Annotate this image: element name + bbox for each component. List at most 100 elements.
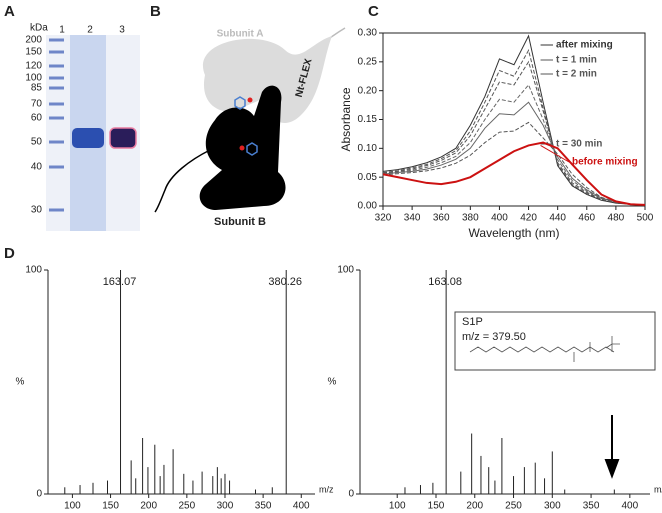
y-tick-label: 100 (25, 265, 42, 276)
lane-label: 1 (59, 25, 65, 36)
x-tick-label: 200 (140, 501, 157, 512)
y-tick-label: 0 (348, 489, 354, 500)
x-axis-label: m/z (319, 484, 334, 494)
x-tick-label: 420 (520, 213, 537, 224)
panel-label: B (150, 3, 161, 20)
y-tick-label: 0.25 (358, 56, 378, 67)
x-tick-label: 340 (404, 213, 421, 224)
x-tick-label: 150 (102, 501, 119, 512)
ladder-band (49, 116, 64, 120)
panel-labels: A B C D (4, 3, 379, 262)
marker-label: 70 (31, 99, 43, 110)
ladder-band (49, 140, 64, 144)
lane-label: 3 (119, 25, 125, 36)
lane-label: 2 (87, 25, 93, 36)
x-tick-label: 250 (178, 501, 195, 512)
y-tick-label: 0.20 (358, 85, 378, 96)
peak-label: 163.08 (428, 276, 462, 288)
y-tick-label: 0 (36, 489, 42, 500)
y-tick-label: 0.05 (358, 172, 378, 183)
spectrum-line (382, 34, 646, 206)
series-annotation: t = 2 min (556, 69, 597, 80)
x-tick-label: 350 (255, 501, 272, 512)
ladder-band (49, 64, 64, 68)
y-axis-label: % (16, 377, 25, 388)
marker-label: 120 (25, 61, 42, 72)
site (247, 97, 253, 103)
x-tick-label: 460 (578, 213, 595, 224)
tail (154, 149, 211, 213)
cofactor (234, 96, 246, 110)
series-annotation: t = 1 min (556, 55, 597, 66)
x-tick-label: 300 (217, 501, 234, 512)
cofactor (246, 142, 258, 156)
diagram: Subunit A Subunit B Nt-FLEX (154, 27, 346, 228)
x-tick-label: 400 (293, 501, 310, 512)
x-tick-label: 100 (389, 501, 406, 512)
ladder-band (49, 165, 64, 169)
marker-label: 50 (31, 137, 43, 148)
panel-label: C (368, 3, 379, 20)
ladder-band (49, 208, 64, 212)
series-annotation: after mixing (556, 40, 613, 51)
subunit-b-label: Subunit B (214, 216, 266, 228)
inset-text: m/z = 379.50 (462, 331, 526, 343)
x-tick-label: 200 (466, 501, 483, 512)
inset-box (454, 311, 656, 371)
marker-label: 150 (25, 47, 42, 58)
inset-title: S1P (462, 316, 483, 328)
ladder-band (49, 50, 64, 54)
ladder-band (49, 86, 64, 90)
x-tick-label: 400 (621, 501, 638, 512)
gel-unit: kDa (30, 23, 48, 34)
x-tick-label: 440 (549, 213, 566, 224)
ladder-band (49, 38, 64, 42)
annotation-arrow (540, 145, 570, 163)
spectrum-line (382, 48, 646, 206)
x-tick-label: 300 (544, 501, 561, 512)
arrow (604, 415, 620, 479)
y-tick-label: 100 (337, 265, 354, 276)
x-tick-label: 320 (375, 213, 392, 224)
spectrum-line (382, 121, 646, 206)
x-axis-label: Wavelength (nm) (469, 226, 560, 240)
s1p-structure (469, 336, 620, 362)
panel-label: D (4, 245, 15, 262)
ladder-band (49, 102, 64, 106)
x-tick-label: 400 (491, 213, 508, 224)
spectrum-line (382, 101, 646, 206)
y-tick-label: 0.10 (358, 143, 378, 154)
series-annotation: t = 30 min (556, 139, 602, 150)
y-tick-label: 0.15 (358, 114, 378, 125)
ladder-band (49, 76, 64, 80)
panel-label: A (4, 3, 15, 20)
series-annotation: before mixing (572, 157, 638, 168)
spectrum-line (382, 60, 646, 206)
x-tick-label: 380 (462, 213, 479, 224)
marker-label: 40 (31, 162, 43, 173)
spectrum-line (382, 141, 646, 206)
spectrum-line (382, 83, 646, 206)
x-tick-label: 150 (428, 501, 445, 512)
peak-label: 163.07 (103, 276, 137, 288)
peak-label: 380.26 (268, 276, 302, 288)
marker-label: 60 (31, 113, 43, 124)
y-tick-label: 0.00 (358, 201, 378, 212)
x-tick-label: 100 (64, 501, 81, 512)
marker-label: 30 (31, 205, 43, 216)
subunit-a-label: Subunit A (217, 29, 264, 40)
site (239, 145, 245, 151)
plot-frame (382, 32, 646, 207)
x-tick-label: 350 (583, 501, 600, 512)
marker-label: 85 (31, 83, 43, 94)
x-axis-label: m/z (654, 484, 662, 494)
x-tick-label: 500 (637, 213, 654, 224)
y-tick-label: 0.30 (358, 28, 378, 39)
x-tick-label: 360 (433, 213, 450, 224)
marker-label: 100 (25, 73, 42, 84)
x-tick-label: 480 (608, 213, 625, 224)
y-axis-label: Absorbance (339, 87, 353, 151)
protein-band (109, 127, 137, 149)
